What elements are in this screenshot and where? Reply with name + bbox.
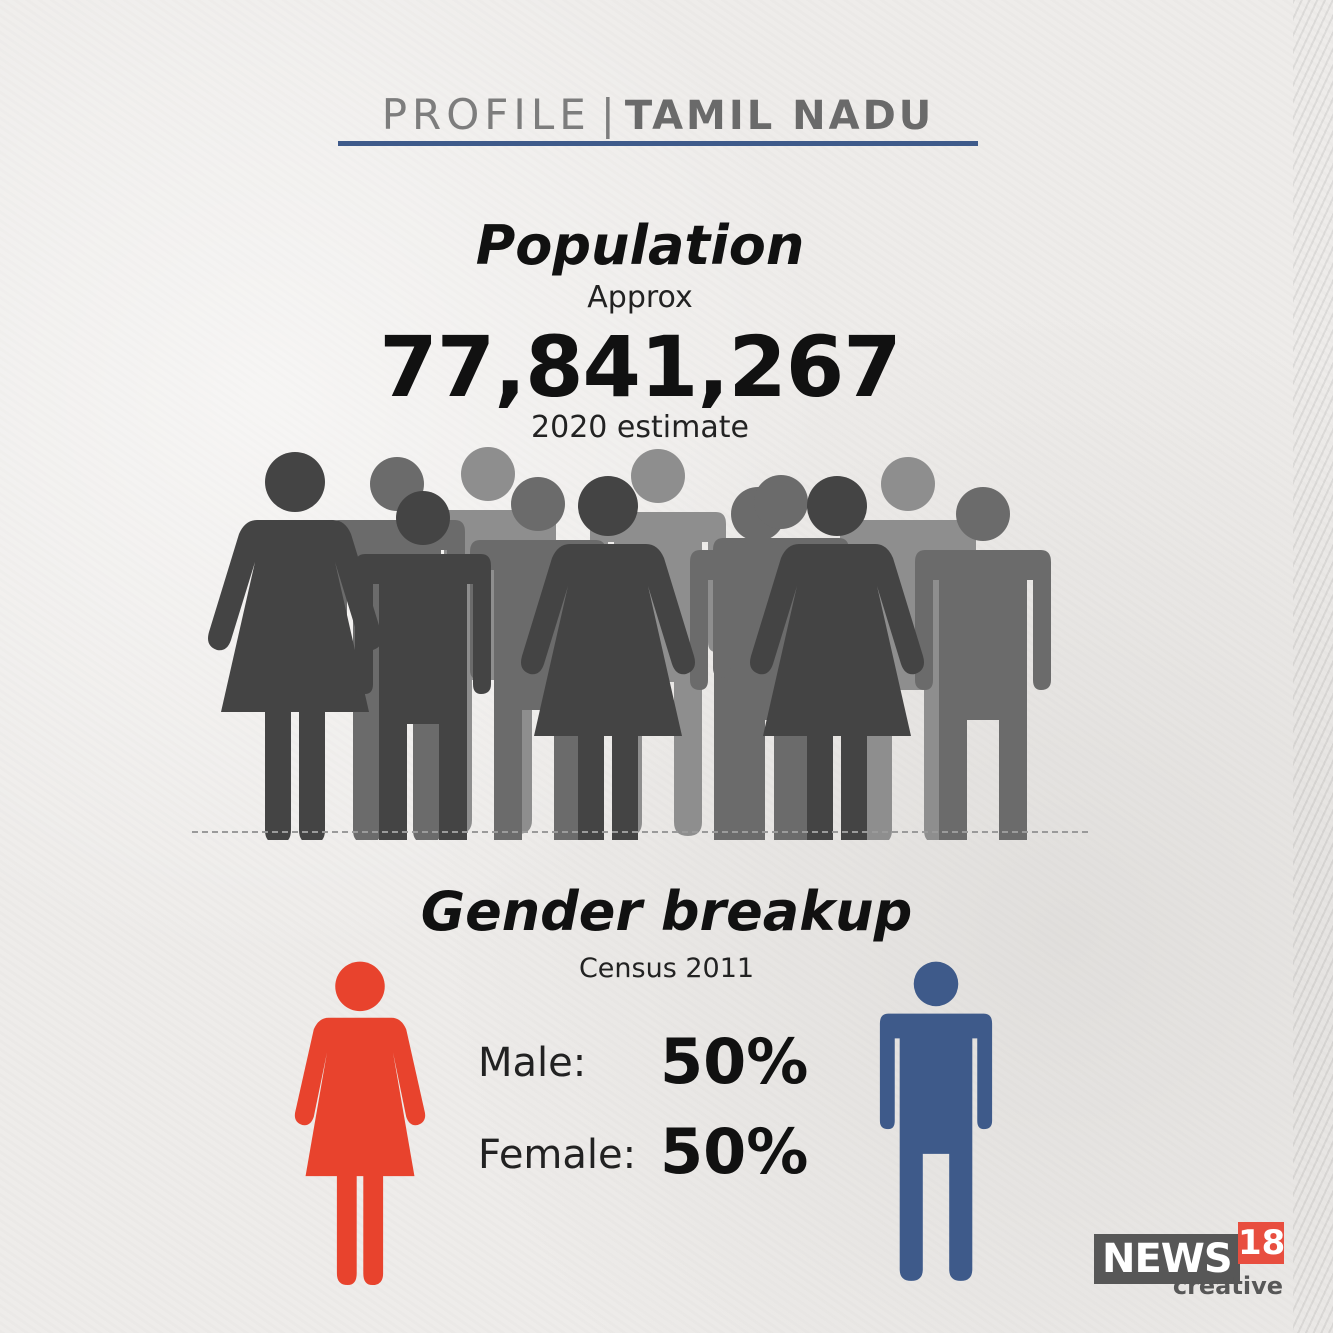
population-value: 77,841,267 <box>379 318 901 416</box>
male-label: Male: <box>478 1040 587 1086</box>
header-state: TAMIL NADU <box>624 93 935 139</box>
man-icon <box>879 961 993 1281</box>
logo-news-text: NEWS <box>1094 1234 1240 1284</box>
edge-stripes <box>1293 0 1333 1333</box>
population-approx-label: Approx <box>587 280 693 315</box>
crowd-icon <box>208 447 1051 840</box>
logo-number: 18 <box>1238 1222 1286 1264</box>
population-note: 2020 estimate <box>531 410 749 445</box>
gender-title: Gender breakup <box>420 880 913 943</box>
header-separator: | <box>600 90 615 139</box>
logo-sub-text: creative <box>1172 1272 1283 1300</box>
section-divider <box>192 831 1088 833</box>
news18-logo: NEWS 18 creative <box>1094 1222 1289 1302</box>
female-value: 50% <box>660 1115 809 1188</box>
female-label: Female: <box>478 1132 637 1178</box>
page-header: PROFILE | TAMIL NADU <box>338 90 978 146</box>
male-value: 50% <box>660 1025 809 1098</box>
header-profile: PROFILE <box>381 90 591 139</box>
gender-note: Census 2011 <box>578 953 755 984</box>
woman-icon <box>294 961 426 1286</box>
population-title: Population <box>475 214 805 277</box>
